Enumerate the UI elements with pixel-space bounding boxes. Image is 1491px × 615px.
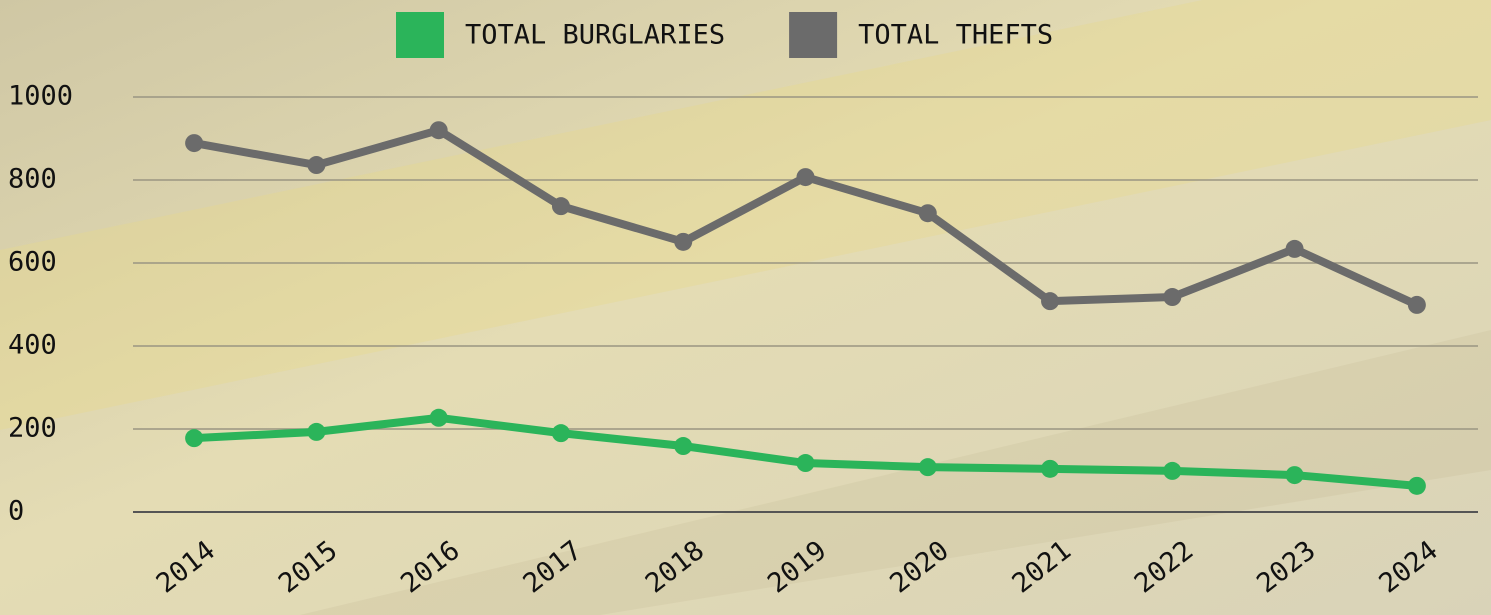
data-point xyxy=(797,168,815,186)
y-tick-label: 1000 xyxy=(8,81,73,112)
data-point xyxy=(1041,292,1059,310)
data-point xyxy=(430,121,448,139)
data-point xyxy=(1163,462,1181,480)
chart: 0200400600800100020142015201620172018201… xyxy=(0,0,1491,615)
data-point xyxy=(919,458,937,476)
data-point xyxy=(919,204,937,222)
data-point xyxy=(797,454,815,472)
data-point xyxy=(1163,288,1181,306)
data-point xyxy=(307,423,325,441)
data-point xyxy=(674,233,692,251)
data-point xyxy=(185,134,203,152)
y-tick-label: 400 xyxy=(8,330,57,361)
y-tick-label: 0 xyxy=(8,496,24,527)
y-tick-label: 800 xyxy=(8,164,57,195)
page: 0200400600800100020142015201620172018201… xyxy=(0,0,1491,615)
data-point xyxy=(1041,460,1059,478)
y-tick-label: 200 xyxy=(8,413,57,444)
y-tick-label: 600 xyxy=(8,247,57,278)
data-point xyxy=(1286,466,1304,484)
data-point xyxy=(430,409,448,427)
legend-label: TOTAL THEFTS xyxy=(858,20,1053,51)
data-point xyxy=(1408,477,1426,495)
data-point xyxy=(552,197,570,215)
data-point xyxy=(185,429,203,447)
data-point xyxy=(1408,296,1426,314)
data-point xyxy=(1286,240,1304,258)
data-point xyxy=(552,424,570,442)
data-point xyxy=(674,437,692,455)
legend-swatch xyxy=(396,12,444,58)
data-point xyxy=(307,156,325,174)
legend-label: TOTAL BURGLARIES xyxy=(465,20,725,51)
legend-swatch xyxy=(789,12,837,58)
